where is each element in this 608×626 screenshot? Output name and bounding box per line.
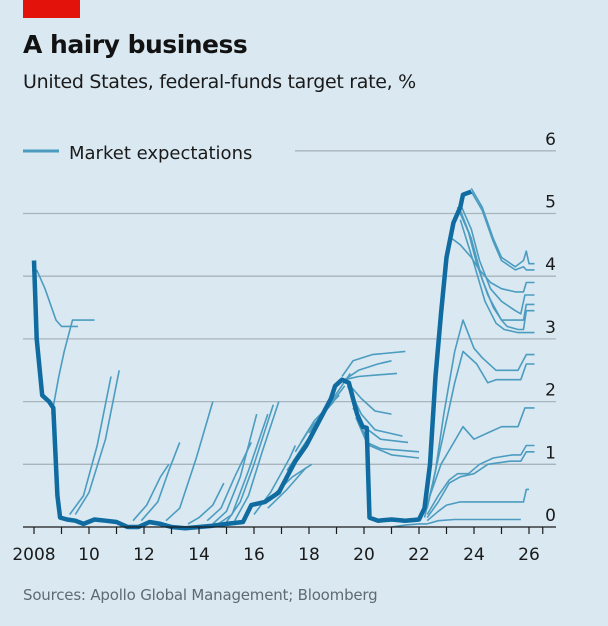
chart-title: A hairy business bbox=[23, 30, 248, 59]
y-tick-label: 2 bbox=[545, 381, 556, 401]
chart-subtitle: United States, federal-funds target rate… bbox=[23, 71, 416, 93]
expectation-line bbox=[459, 203, 535, 315]
gridlines bbox=[23, 150, 556, 465]
x-tick-label: 14 bbox=[188, 545, 210, 565]
expectation-line bbox=[470, 187, 535, 268]
expectation-line bbox=[426, 319, 535, 509]
expectation-line bbox=[35, 269, 78, 328]
expectation-line bbox=[69, 376, 112, 515]
legend-label: Market expectations bbox=[69, 143, 252, 164]
legend: Market expectations bbox=[23, 143, 252, 164]
x-axis: 2008 10 12 14 16 18 20 22 24 26 bbox=[12, 526, 556, 565]
expectation-line bbox=[140, 442, 181, 522]
y-tick-label: 0 bbox=[545, 506, 556, 526]
expectation-line bbox=[51, 319, 95, 415]
y-tick-label: 5 bbox=[545, 193, 556, 213]
x-tick-label: 12 bbox=[133, 545, 155, 565]
y-axis-labels: 0 1 2 3 4 5 6 bbox=[545, 130, 556, 526]
expectation-line bbox=[206, 442, 253, 522]
expectation-line bbox=[344, 360, 392, 381]
y-tick-label: 3 bbox=[545, 318, 556, 338]
expectation-line bbox=[451, 237, 535, 293]
expectation-line bbox=[344, 372, 398, 381]
x-tick-label: 10 bbox=[78, 545, 100, 565]
expectation-line bbox=[426, 451, 535, 519]
expectation-line bbox=[426, 518, 521, 525]
policy-rate-series bbox=[31, 189, 473, 531]
expectation-line bbox=[346, 382, 392, 415]
brand-red-bar bbox=[23, 0, 80, 18]
y-tick-label: 1 bbox=[545, 443, 556, 463]
expectation-line bbox=[426, 488, 529, 522]
expectation-line bbox=[459, 219, 535, 334]
expectation-line bbox=[429, 407, 535, 496]
expectation-line bbox=[132, 463, 170, 522]
x-tick-label: 18 bbox=[298, 545, 320, 565]
x-tick-label: 16 bbox=[243, 545, 265, 565]
x-tick-label: 2008 bbox=[12, 545, 55, 565]
expectation-line bbox=[355, 416, 420, 453]
expectation-line bbox=[212, 413, 258, 525]
expectation-line bbox=[74, 370, 120, 515]
expectation-line bbox=[357, 420, 420, 459]
x-tick-label: 26 bbox=[518, 545, 540, 565]
source-note: Sources: Apollo Global Management; Bloom… bbox=[23, 586, 378, 604]
x-tick-label: 22 bbox=[408, 545, 430, 565]
expectation-line bbox=[225, 404, 275, 523]
x-tick-label: 20 bbox=[353, 545, 375, 565]
expectation-line bbox=[165, 401, 214, 522]
expectation-line bbox=[459, 210, 535, 331]
expectation-line bbox=[233, 401, 280, 522]
expectation-line bbox=[267, 466, 307, 509]
x-tick-label: 24 bbox=[463, 545, 485, 565]
expectation-line bbox=[217, 413, 269, 525]
expectation-line bbox=[470, 191, 535, 271]
expectation-line bbox=[423, 350, 535, 518]
expectation-line bbox=[426, 444, 535, 515]
expectation-line bbox=[341, 350, 406, 377]
y-tick-label: 4 bbox=[545, 255, 556, 275]
market-expectations-series bbox=[35, 187, 535, 528]
y-tick-label: 6 bbox=[545, 130, 556, 150]
expectation-line bbox=[187, 482, 225, 525]
expectation-line bbox=[391, 523, 428, 528]
policy-rate-line bbox=[31, 189, 473, 531]
